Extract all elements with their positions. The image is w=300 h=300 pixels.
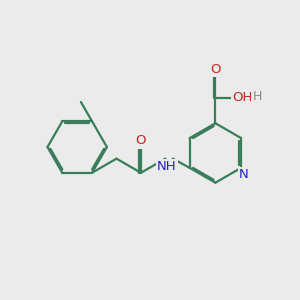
Text: NH: NH bbox=[157, 160, 177, 173]
Text: O: O bbox=[136, 134, 146, 148]
Text: H: H bbox=[252, 90, 262, 103]
Text: O: O bbox=[210, 63, 220, 76]
Text: N: N bbox=[238, 168, 248, 181]
Text: OH: OH bbox=[232, 92, 252, 104]
